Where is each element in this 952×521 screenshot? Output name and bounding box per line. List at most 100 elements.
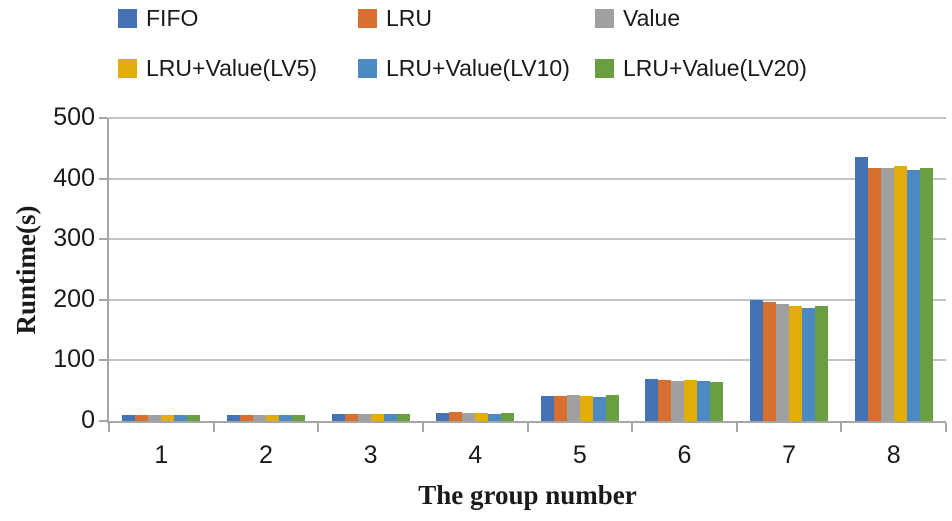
legend-swatch-icon <box>358 9 377 28</box>
bar-LRU+Value(LV10)-group1 <box>174 414 188 421</box>
y-tick-label: 300 <box>53 224 95 253</box>
y-tick-label: 100 <box>53 345 95 374</box>
y-axis-tick <box>99 117 108 119</box>
x-axis-tick <box>317 423 320 432</box>
legend-label: LRU+Value(LV10) <box>386 55 570 81</box>
gridline <box>109 298 946 301</box>
legend-label: LRU+Value(LV20) <box>623 55 807 81</box>
bar-FIFO-group4 <box>436 413 450 421</box>
legend-swatch-icon <box>358 59 377 78</box>
bar-Value-group2 <box>252 414 266 421</box>
bar-LRU-group4 <box>449 411 463 421</box>
x-axis-tick <box>631 423 634 432</box>
bar-FIFO-group8 <box>854 157 868 421</box>
bar-LRU+Value(LV20)-group5 <box>605 394 619 421</box>
bar-LRU+Value(LV10)-group3 <box>383 413 397 421</box>
bar-LRU+Value(LV20)-group8 <box>919 168 933 421</box>
legend-item: LRU+Value(LV5) <box>118 57 317 80</box>
gridline <box>109 238 946 241</box>
bar-LRU+Value(LV10)-group4 <box>488 413 502 421</box>
bar-FIFO-group3 <box>331 413 345 421</box>
x-tick-label: 5 <box>572 441 587 469</box>
y-tick-label: 0 <box>81 406 95 434</box>
legend-item: LRU+Value(LV10) <box>358 57 570 80</box>
bar-LRU-group5 <box>553 395 567 421</box>
gridline <box>109 177 946 180</box>
x-tick-label: 1 <box>154 441 169 469</box>
y-axis-title: Runtime(s) <box>11 205 41 335</box>
bar-LRU-group3 <box>344 413 358 421</box>
bar-Value-group1 <box>148 414 162 421</box>
bar-LRU+Value(LV10)-group2 <box>278 414 292 421</box>
y-axis-tick <box>99 238 108 241</box>
bar-LRU+Value(LV5)-group4 <box>475 413 489 421</box>
y-axis-tick <box>99 359 108 362</box>
y-tick-label: 500 <box>53 103 95 131</box>
legend-item: FIFO <box>118 7 198 30</box>
bar-LRU+Value(LV20)-group1 <box>187 414 201 421</box>
legend-item: Value <box>595 7 680 30</box>
legend-item: LRU <box>358 7 432 30</box>
bar-LRU-group1 <box>135 414 149 421</box>
x-tick-label: 2 <box>258 441 273 469</box>
bar-LRU-group7 <box>763 302 777 421</box>
y-tick-label: 400 <box>53 163 95 192</box>
bar-Value-group3 <box>357 413 371 421</box>
legend-label: FIFO <box>146 5 199 31</box>
bar-Value-group5 <box>566 394 580 421</box>
y-axis-tick <box>99 298 108 301</box>
x-tick-label: 6 <box>677 441 692 469</box>
bar-Value-group4 <box>462 412 476 421</box>
bar-LRU+Value(LV20)-group2 <box>291 414 305 421</box>
gridline <box>109 359 946 362</box>
y-axis-tick <box>99 420 108 422</box>
bar-LRU+Value(LV10)-group5 <box>592 396 606 421</box>
x-tick-label: 8 <box>886 441 901 469</box>
gridline <box>109 117 946 119</box>
bar-LRU-group2 <box>239 414 253 421</box>
bar-LRU-group6 <box>658 379 672 421</box>
bar-LRU+Value(LV5)-group6 <box>684 380 698 421</box>
x-tick-label: 3 <box>363 441 378 469</box>
bar-LRU+Value(LV20)-group4 <box>501 413 515 421</box>
bar-FIFO-group7 <box>750 299 764 421</box>
bar-LRU+Value(LV5)-group5 <box>579 395 593 421</box>
bar-Value-group7 <box>776 304 790 421</box>
x-axis-tick <box>421 423 424 432</box>
bar-FIFO-group5 <box>540 396 554 421</box>
x-axis-line <box>107 421 946 423</box>
plot-area <box>109 117 946 421</box>
x-axis-title: The group number <box>418 480 637 510</box>
x-axis-tick <box>212 423 215 432</box>
legend-item: LRU+Value(LV20) <box>595 57 807 80</box>
bar-Value-group6 <box>671 381 685 421</box>
bar-LRU-group8 <box>867 168 881 421</box>
bar-LRU+Value(LV20)-group6 <box>710 381 724 421</box>
legend-label: LRU+Value(LV5) <box>146 55 318 81</box>
bar-FIFO-group1 <box>122 414 136 421</box>
y-tick-label: 200 <box>53 284 95 313</box>
y-axis-line <box>107 118 109 423</box>
bar-LRU+Value(LV10)-group7 <box>802 308 816 421</box>
legend-label: Value <box>623 5 681 31</box>
x-axis-tick <box>840 423 843 432</box>
bar-LRU+Value(LV10)-group8 <box>906 169 920 421</box>
legend-swatch-icon <box>118 59 137 78</box>
bar-LRU+Value(LV5)-group2 <box>265 414 279 421</box>
bar-LRU+Value(LV10)-group6 <box>697 381 711 421</box>
bar-LRU+Value(LV5)-group1 <box>161 414 175 421</box>
bar-LRU+Value(LV20)-group7 <box>815 306 829 421</box>
bar-FIFO-group6 <box>645 378 659 421</box>
bar-Value-group8 <box>880 167 894 421</box>
x-tick-label: 7 <box>782 441 797 469</box>
legend-swatch-icon <box>118 9 137 28</box>
x-axis-tick <box>735 423 738 432</box>
x-axis-tick <box>945 423 947 432</box>
bar-FIFO-group2 <box>226 414 240 421</box>
y-axis-tick <box>99 177 108 180</box>
x-axis-tick <box>526 423 529 432</box>
bar-LRU+Value(LV5)-group3 <box>370 413 384 421</box>
legend-swatch-icon <box>595 59 614 78</box>
bar-LRU+Value(LV5)-group7 <box>789 305 803 421</box>
